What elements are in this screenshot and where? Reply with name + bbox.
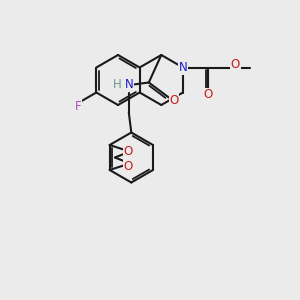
Text: F: F <box>75 100 81 112</box>
Text: N: N <box>124 79 133 92</box>
Text: O: O <box>123 145 133 158</box>
Text: N: N <box>178 61 187 74</box>
Text: O: O <box>123 160 133 173</box>
Text: O: O <box>231 58 240 71</box>
Text: O: O <box>169 94 178 107</box>
Text: O: O <box>203 88 213 101</box>
Text: H: H <box>112 79 121 92</box>
